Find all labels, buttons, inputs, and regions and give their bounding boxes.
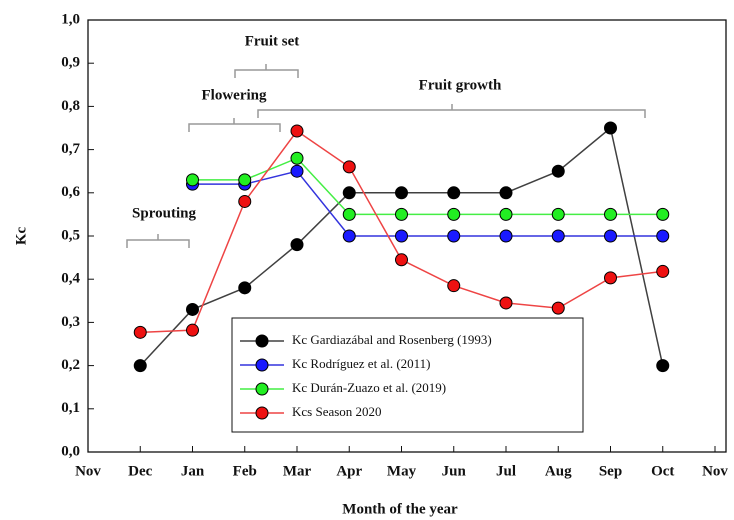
data-point [342,186,356,200]
data-point [604,121,617,135]
annotation: Sprouting [132,205,196,221]
data-point [342,160,356,174]
x-tick-label: Dec [128,463,152,479]
data-point [133,359,147,373]
data-point [290,124,304,138]
data-point [604,207,617,221]
x-tick-label: Feb [233,463,257,479]
x-tick-label: Aug [545,463,572,479]
data-point [447,207,461,221]
bracket [188,118,281,132]
x-tick-label: Jul [496,463,516,479]
legend-box [231,317,584,433]
x-tick-label: Sep [599,463,622,479]
data-point [342,229,356,243]
data-point [290,164,304,178]
y-tick-label: 0,9 [61,55,80,71]
x-tick-label: Nov [702,463,728,479]
y-tick-label: 0,2 [61,357,80,373]
data-point [551,207,565,221]
data-point [238,173,252,187]
y-tick-label: 0,1 [61,400,80,416]
data-point [499,207,513,221]
x-tick-label: Apr [336,463,362,479]
legend-label: Kc Rodríguez et al. (2011) [292,356,431,371]
annotation: Fruit growth [419,77,502,93]
data-point [656,359,670,373]
data-point [447,229,461,243]
data-point [604,229,617,243]
data-point [604,271,617,285]
data-point [499,229,513,243]
data-point [656,207,670,221]
series-line [192,170,663,237]
data-point [186,323,199,337]
x-tick-label: Oct [651,463,674,479]
data-point [395,186,408,200]
x-tick-label: Jan [181,463,205,479]
data-point [395,253,408,267]
legend-marker [255,334,269,348]
legend-label: Kcs Season 2020 [292,404,382,419]
bracket [257,104,646,118]
legend-label: Kc Gardiazábal and Rosenberg (1993) [292,332,492,347]
x-tick-label: Mar [283,463,312,479]
data-point [186,173,199,187]
data-point [238,194,252,208]
x-tick-label: Nov [75,463,101,479]
y-tick-label: 1,0 [61,11,80,27]
bracket [234,64,299,78]
data-point [238,281,252,295]
y-tick-label: 0,5 [61,227,80,243]
x-axis-label: Month of the year [342,501,458,517]
x-tick-label: May [387,463,417,479]
data-point [186,302,199,316]
data-point [133,325,147,339]
legend-marker [255,358,269,372]
data-point [290,238,304,252]
data-point [551,164,565,178]
data-point [551,229,565,243]
x-tick-label: Jun [442,463,467,479]
legend-label: Kc Durán-Zuazo et al. (2019) [292,380,446,395]
series-line [192,157,663,216]
data-point [447,186,461,200]
y-tick-label: 0,8 [61,98,80,114]
y-tick-label: 0,4 [61,271,80,287]
data-point [499,296,513,310]
y-tick-label: 0,6 [61,184,80,200]
y-axis-label: Kc [13,226,29,245]
annotation: Fruit set [245,33,300,49]
bracket [126,234,190,248]
data-point [656,229,670,243]
data-point [551,301,565,315]
data-point [342,207,356,221]
data-point [499,186,513,200]
y-tick-label: 0,7 [61,141,80,157]
annotation: Flowering [202,87,267,103]
y-tick-label: 0,3 [61,314,80,330]
data-point [290,151,304,165]
legend-marker [255,382,269,396]
data-point [395,229,408,243]
legend-marker [255,406,269,420]
data-point [656,264,670,278]
data-point [395,207,408,221]
data-point [447,279,461,293]
y-tick-label: 0,0 [61,443,80,459]
